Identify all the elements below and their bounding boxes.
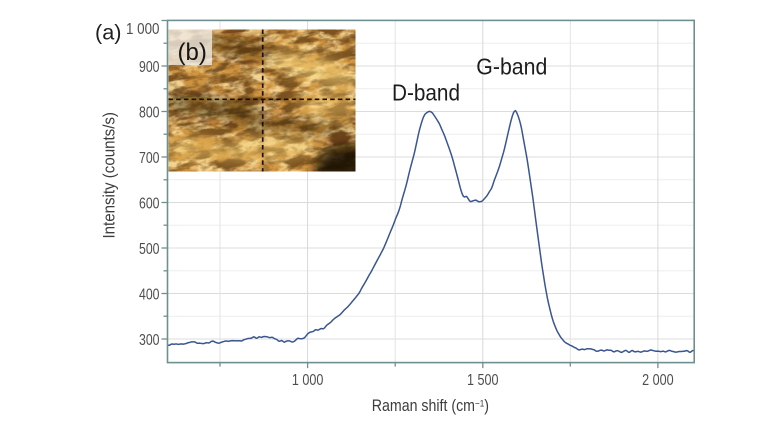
svg-text:1 000: 1 000 <box>126 21 160 38</box>
svg-text:1 500: 1 500 <box>467 372 499 389</box>
svg-text:(a): (a) <box>95 21 122 45</box>
svg-text:600: 600 <box>139 195 160 212</box>
svg-text:Intensity (counts/s): Intensity (counts/s) <box>101 112 119 239</box>
svg-text:300: 300 <box>139 332 160 349</box>
svg-text:700: 700 <box>139 150 160 167</box>
svg-text:800: 800 <box>139 104 160 121</box>
svg-text:900: 900 <box>139 59 160 76</box>
svg-text:1 000: 1 000 <box>292 372 324 389</box>
svg-text:G-band: G-band <box>476 53 547 79</box>
svg-text:2 000: 2 000 <box>642 372 674 389</box>
svg-text:500: 500 <box>139 241 160 258</box>
svg-text:Raman shift (cm−1): Raman shift (cm−1) <box>372 397 489 415</box>
svg-text:D-band: D-band <box>392 80 460 106</box>
svg-text:(b): (b) <box>178 39 207 66</box>
svg-text:400: 400 <box>139 286 160 303</box>
